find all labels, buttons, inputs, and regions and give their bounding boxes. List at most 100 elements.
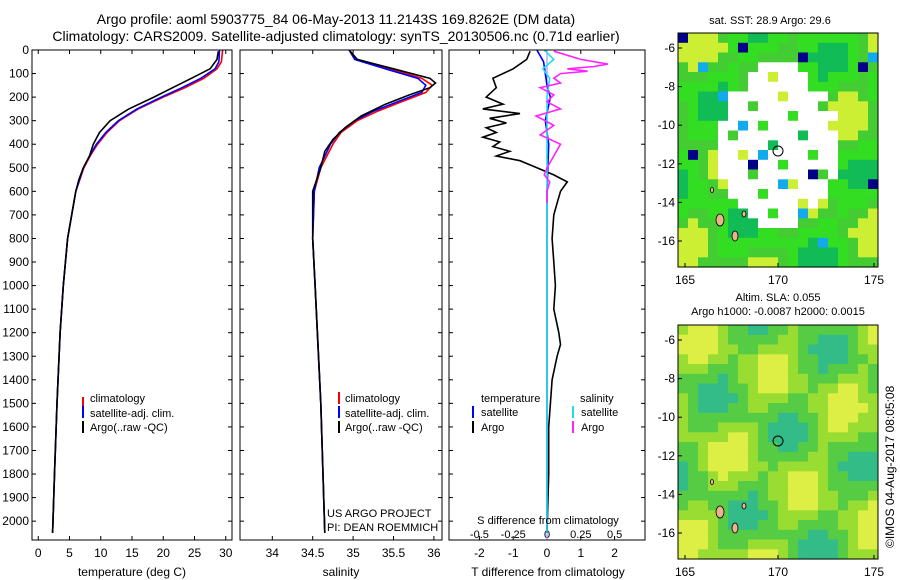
map-cell bbox=[728, 218, 739, 229]
map-cell bbox=[778, 403, 789, 414]
map-cell bbox=[818, 189, 829, 200]
map-cell bbox=[708, 101, 719, 112]
map-cell bbox=[778, 140, 789, 151]
map-cell bbox=[808, 218, 819, 229]
map-cell bbox=[758, 120, 769, 132]
map-cell bbox=[708, 91, 719, 102]
map-cell bbox=[688, 101, 699, 112]
map-cell bbox=[838, 159, 849, 171]
map-cell bbox=[838, 91, 849, 102]
map-cell bbox=[818, 81, 829, 93]
map-cell bbox=[768, 237, 779, 249]
map-cell bbox=[708, 228, 719, 239]
map-cell bbox=[848, 364, 859, 375]
map-cell bbox=[718, 52, 729, 63]
map-cell bbox=[768, 539, 779, 550]
map-cell bbox=[688, 325, 699, 336]
map-cell bbox=[748, 451, 759, 463]
map-cell bbox=[758, 130, 769, 141]
map-cell bbox=[708, 150, 719, 161]
map-cell bbox=[708, 334, 719, 346]
map-cell bbox=[828, 120, 839, 132]
x-tick-label: 35 bbox=[346, 546, 360, 560]
y-tick-label: 100 bbox=[9, 67, 29, 81]
series-line-satellite-adj-clim bbox=[51, 49, 221, 533]
map-cell bbox=[828, 257, 839, 268]
map-cell bbox=[858, 412, 869, 424]
map-cell bbox=[788, 403, 799, 414]
sst-map: sat. SST: 28.9 Argo: 29.6 165 170 175 -6 -8 -… bbox=[658, 15, 885, 287]
map-cell bbox=[858, 208, 869, 219]
map-cell bbox=[838, 334, 849, 346]
map-cell bbox=[848, 159, 859, 171]
map-cell bbox=[768, 490, 779, 502]
map-cell bbox=[718, 549, 729, 560]
map-cell bbox=[808, 72, 819, 83]
map-cell bbox=[848, 218, 859, 229]
map-cell bbox=[808, 373, 819, 385]
map-cell bbox=[728, 169, 739, 180]
sla-map: Altim. SLA: 0.055 Argo h1000: -0.0087 h2… bbox=[658, 292, 885, 579]
map-cell bbox=[798, 150, 809, 161]
legend-climatology: climatology bbox=[345, 393, 401, 405]
map-cell bbox=[778, 334, 789, 346]
map-cell bbox=[778, 179, 789, 190]
map-cell bbox=[828, 179, 839, 190]
map-cell bbox=[858, 520, 869, 531]
argo-float-marker bbox=[772, 145, 784, 157]
map-cell bbox=[788, 442, 799, 453]
map-cell bbox=[708, 354, 719, 365]
temperature-legend: climatology satellite-adj. clim. Argo(..… bbox=[82, 393, 174, 434]
map-cell bbox=[758, 33, 769, 44]
map-cell bbox=[818, 490, 829, 502]
map-cell bbox=[698, 169, 709, 180]
map-cell bbox=[798, 257, 809, 268]
map-cell bbox=[788, 451, 799, 463]
map-cell bbox=[848, 237, 859, 249]
map-cell bbox=[858, 344, 869, 355]
map-cell bbox=[748, 198, 759, 210]
map-cell bbox=[738, 529, 749, 541]
lat-tick-label: -16 bbox=[658, 234, 676, 248]
y-tick-label: 0 bbox=[22, 43, 29, 57]
map-cell bbox=[708, 325, 719, 336]
map-cell bbox=[868, 344, 879, 355]
map-cell bbox=[678, 383, 689, 394]
map-cell bbox=[848, 481, 859, 492]
sla-map-title-2: Argo h1000: -0.0087 h2000: 0.0015 bbox=[691, 306, 865, 318]
map-cell bbox=[708, 159, 719, 171]
map-cell bbox=[788, 208, 799, 219]
map-cell bbox=[808, 189, 819, 200]
map-cell bbox=[698, 218, 709, 229]
y-tick-label: 900 bbox=[9, 255, 29, 269]
map-cell bbox=[758, 412, 769, 424]
map-cell bbox=[838, 500, 849, 511]
map-cell bbox=[858, 549, 869, 560]
map-cell bbox=[688, 169, 699, 180]
map-cell bbox=[768, 334, 779, 346]
map-cell bbox=[758, 549, 769, 560]
map-cell bbox=[758, 52, 769, 63]
map-cell bbox=[868, 500, 879, 511]
map-cell bbox=[768, 140, 779, 151]
map-cell bbox=[758, 334, 769, 346]
map-cell bbox=[818, 33, 829, 44]
salinity-panel: 34 34.5 35 35.5 36 salinity climatology sate… bbox=[239, 49, 443, 579]
map-cell bbox=[688, 432, 699, 443]
map-cell bbox=[828, 529, 839, 541]
map-cell bbox=[818, 442, 829, 453]
map-cell bbox=[828, 101, 839, 112]
map-cell bbox=[808, 111, 819, 122]
map-cell bbox=[748, 549, 759, 560]
map-cell bbox=[858, 471, 869, 482]
y-tick-label: 1400 bbox=[2, 373, 29, 387]
map-cell bbox=[858, 42, 869, 54]
map-cell bbox=[678, 422, 689, 433]
map-cell bbox=[868, 218, 879, 229]
map-cell bbox=[678, 228, 689, 239]
map-cell bbox=[868, 52, 879, 63]
map-cell bbox=[698, 403, 709, 414]
map-cell bbox=[838, 471, 849, 482]
map-cell bbox=[728, 72, 739, 83]
map-cell bbox=[678, 354, 689, 365]
